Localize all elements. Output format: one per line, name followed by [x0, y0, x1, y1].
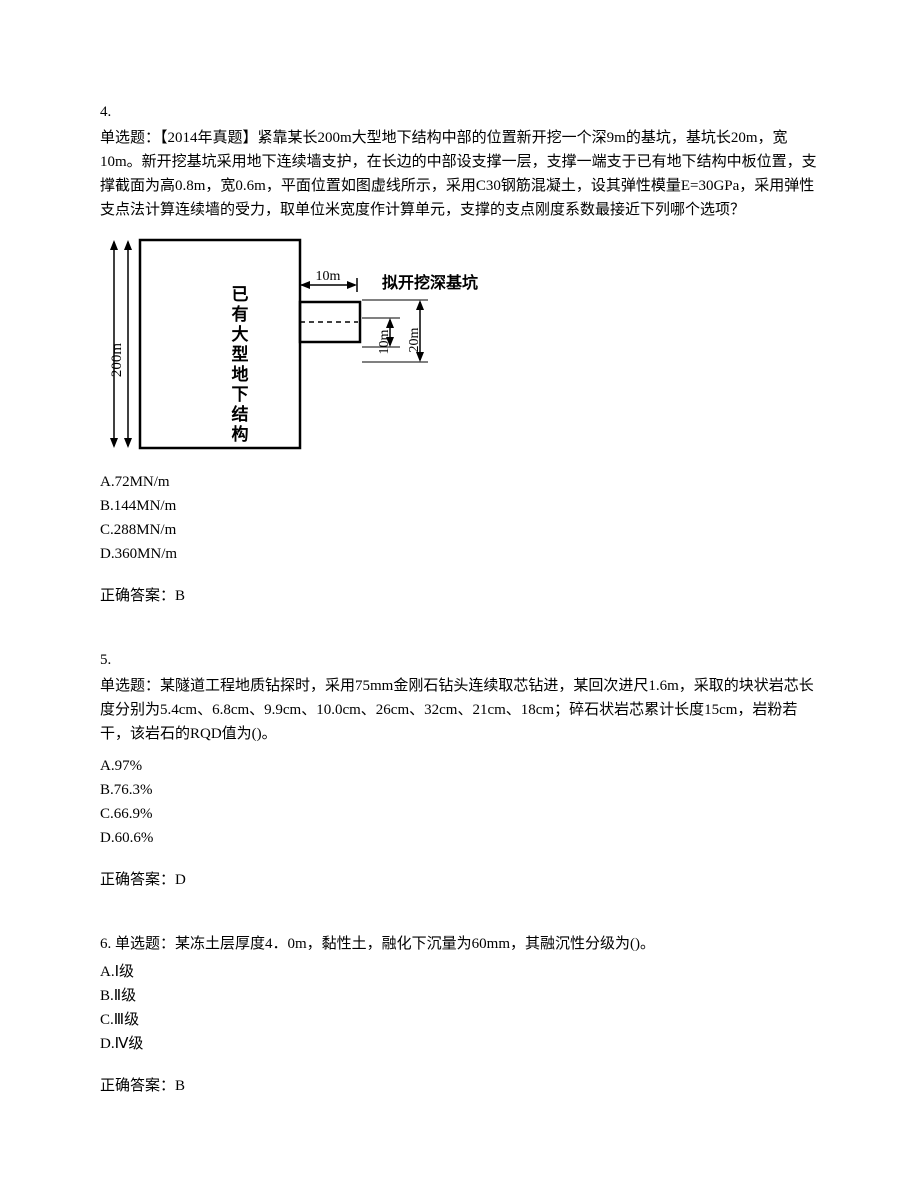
question-5-options: A.97% B.76.3% C.66.9% D.60.6% — [100, 754, 820, 850]
option-c: C.66.9% — [100, 802, 820, 826]
option-b: B.Ⅱ级 — [100, 984, 820, 1008]
question-6-answer: 正确答案：B — [100, 1074, 820, 1098]
question-number: 5. — [100, 648, 820, 672]
question-4: 4. 单选题：【2014年真题】紧靠某长200m大型地下结构中部的位置新开挖一个… — [100, 100, 820, 608]
svg-text:地: 地 — [232, 364, 249, 384]
label-10m-top: 10m — [316, 269, 341, 284]
option-c: C.Ⅲ级 — [100, 1008, 820, 1032]
svg-text:大: 大 — [232, 324, 249, 344]
option-a: A.97% — [100, 754, 820, 778]
option-b: B.76.3% — [100, 778, 820, 802]
svg-text:有: 有 — [232, 304, 249, 324]
svg-text:已: 已 — [232, 285, 249, 304]
option-d: D.360MN/m — [100, 542, 820, 566]
svg-text:下: 下 — [232, 385, 249, 404]
option-d: D.60.6% — [100, 826, 820, 850]
question-6: 6. 单选题：某冻土层厚度4．0m，黏性土，融化下沉量为60mm，其融沉性分级为… — [100, 932, 820, 1098]
question-number: 4. — [100, 100, 820, 124]
svg-text:结: 结 — [232, 404, 249, 424]
svg-text:型: 型 — [232, 344, 249, 364]
option-a: A.Ⅰ级 — [100, 960, 820, 984]
label-200m: 200m — [109, 343, 125, 378]
svg-text:构: 构 — [232, 424, 249, 444]
label-10m-right: 10m — [377, 329, 392, 354]
question-prompt: 单选题：某隧道工程地质钻探时，采用75mm金刚石钻头连续取芯钻进，某回次进尺1.… — [100, 674, 820, 746]
question-4-answer: 正确答案：B — [100, 584, 820, 608]
label-pit: 拟开挖深基坑 — [382, 273, 478, 292]
question-6-options: A.Ⅰ级 B.Ⅱ级 C.Ⅲ级 D.Ⅳ级 — [100, 960, 820, 1056]
question-4-options: A.72MN/m B.144MN/m C.288MN/m D.360MN/m — [100, 470, 820, 566]
option-a: A.72MN/m — [100, 470, 820, 494]
option-b: B.144MN/m — [100, 494, 820, 518]
option-d: D.Ⅳ级 — [100, 1032, 820, 1056]
option-c: C.288MN/m — [100, 518, 820, 542]
question-prompt: 单选题：【2014年真题】紧靠某长200m大型地下结构中部的位置新开挖一个深9m… — [100, 126, 820, 222]
question-5: 5. 单选题：某隧道工程地质钻探时，采用75mm金刚石钻头连续取芯钻进，某回次进… — [100, 648, 820, 892]
question-4-diagram: 200m 已 有 大 型 地 下 结 构 10m 拟开挖深基坑 — [100, 230, 820, 460]
question-prompt: 6. 单选题：某冻土层厚度4．0m，黏性土，融化下沉量为60mm，其融沉性分级为… — [100, 932, 820, 956]
question-5-answer: 正确答案：D — [100, 868, 820, 892]
label-20m: 20m — [407, 327, 422, 352]
